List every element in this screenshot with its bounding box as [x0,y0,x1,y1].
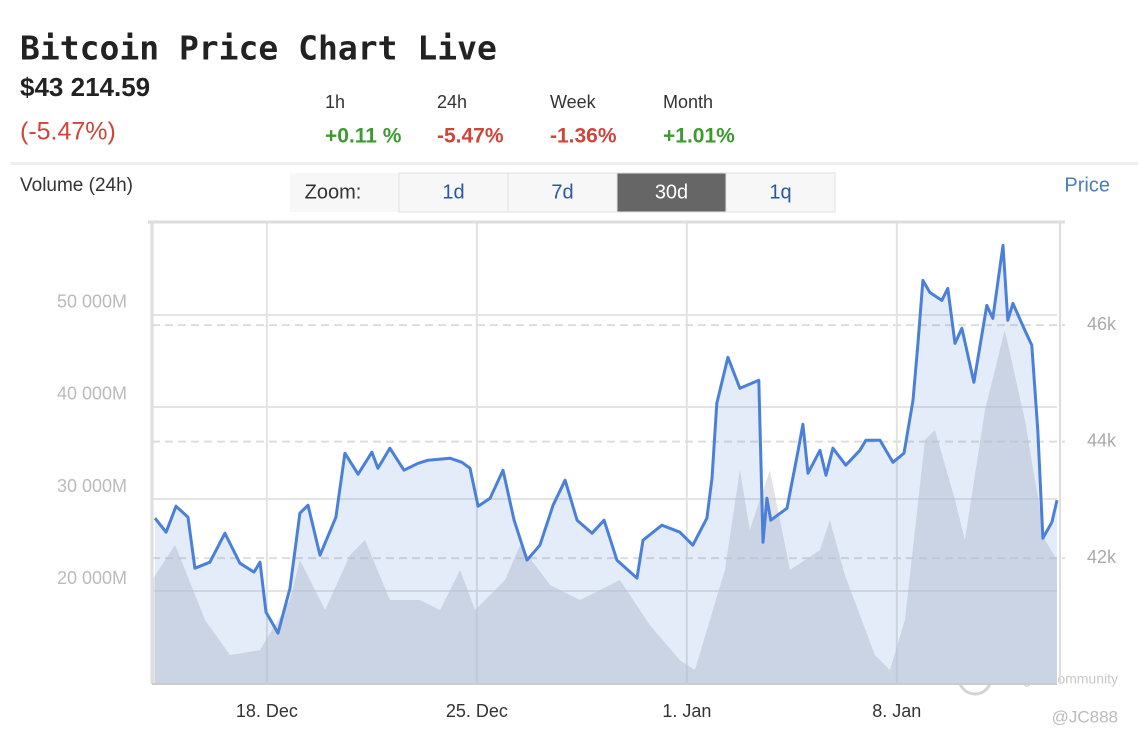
period-label: Week [550,92,597,112]
zoom-button[interactable] [725,172,836,213]
volume-axis-title: Volume (24h) [20,175,133,196]
y-tick-label: 50 000M [57,292,127,312]
price-line [153,243,1059,635]
zoom-label: Zoom: [305,181,362,203]
price-axis-title: Price [1064,174,1110,196]
price: $43 214.59 [20,72,150,102]
x-tick-label: 8. Jan [872,701,921,721]
x-tick-label: 1. Jan [662,701,711,721]
watermark-user: @JC888 [1052,707,1118,726]
y2-tick-label: 42k [1087,547,1117,567]
change: (-5.47%) [20,118,116,146]
period-label: Month [663,92,713,112]
zoom-button-label[interactable]: 1d [442,181,464,203]
period-value: +0.11 % [325,125,402,148]
y-tick-label: 40 000M [57,384,127,404]
zoom-button[interactable] [398,172,509,213]
x-tick-label: 18. Dec [236,701,298,721]
period-value: -5.47% [437,125,504,148]
y-tick-label: 20 000M [57,568,127,588]
zoom-button-label[interactable]: 30d [655,181,688,203]
period-label: 24h [437,92,467,112]
volume-area [152,330,1057,684]
separator [10,162,1138,165]
price-area [155,245,1057,684]
y2-tick-label: 46k [1087,314,1117,334]
title: Bitcoin Price Chart Live [20,29,497,68]
zoom-button-label[interactable]: 1q [769,181,791,203]
zoom-button-label[interactable]: 7d [551,181,573,203]
y2-tick-label: 44k [1087,430,1117,450]
period-value: -1.36% [550,125,617,148]
period-value: +1.01% [663,125,735,148]
y-tick-label: 30 000M [57,476,127,496]
x-tick-label: 25. Dec [446,701,508,721]
period-label: 1h [325,92,345,112]
